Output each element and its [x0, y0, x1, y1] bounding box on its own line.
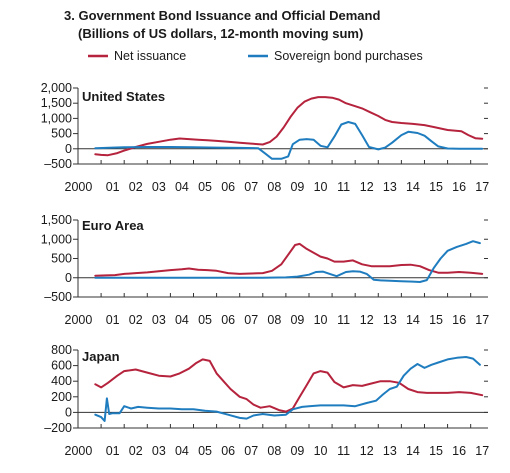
x-tick-label: 14: [406, 180, 420, 194]
legend-label-net-issuance: Net issuance: [114, 49, 186, 63]
x-tick-label: 16: [452, 444, 466, 458]
figure-subtitle: (Billions of US dollars, 12-month moving…: [78, 26, 363, 41]
legend-label-sovereign-bond-purchases: Sovereign bond purchases: [274, 49, 423, 63]
x-tick-label: 11: [337, 313, 350, 327]
x-tick-label: 2000: [65, 444, 93, 458]
y-tick-label: 0: [65, 271, 72, 285]
x-tick-label: 15: [429, 313, 443, 327]
figure-title: 3. Government Bond Issuance and Official…: [64, 8, 380, 23]
y-tick-label: 800: [51, 343, 72, 357]
y-tick-label: 1,000: [41, 232, 72, 246]
y-tick-label: 200: [51, 390, 72, 404]
x-tick-label: 15: [429, 444, 443, 458]
panel-title-japan: Japan: [82, 349, 120, 364]
panel-title-euro-area: Euro Area: [82, 218, 144, 233]
x-tick-label: 12: [360, 313, 374, 327]
y-tick-label: 1,500: [41, 213, 72, 227]
x-tick-label: 05: [198, 313, 212, 327]
y-tick-label: 500: [51, 127, 72, 141]
x-tick-label: 02: [129, 313, 143, 327]
x-tick-label: 12: [360, 180, 374, 194]
x-tick-label: 09: [290, 313, 304, 327]
legend: Net issuance Sovereign bond purchases: [88, 49, 423, 63]
y-tick-label: –200: [44, 421, 72, 435]
y-tick-label: 400: [51, 374, 72, 388]
y-tick-label: 500: [51, 252, 72, 266]
x-tick-label: 12: [360, 444, 374, 458]
x-tick-label: 04: [175, 180, 189, 194]
chart-panel-euro-area: 1,500 1,000 500 0 –500 2000 01 02 03 04 05 06 07 08 09…: [41, 213, 490, 327]
x-tick-label: 06: [221, 444, 235, 458]
x-tick-label: 03: [152, 180, 166, 194]
x-tick-label: 06: [221, 313, 235, 327]
y-tick-label: 2,000: [41, 81, 72, 95]
x-tick-label: 17: [475, 313, 489, 327]
x-tick-label: 07: [244, 180, 258, 194]
series-line-sovereign-bond-purchases: [94, 356, 481, 422]
y-tick-label: 600: [51, 359, 72, 373]
x-tick-label: 07: [244, 444, 258, 458]
series-line-net-issuance: [94, 96, 484, 157]
y-tick-label: 0: [65, 405, 72, 419]
series-line-net-issuance: [94, 358, 484, 413]
x-tick-label: 11: [337, 180, 350, 194]
x-tick-label: 04: [175, 444, 189, 458]
y-tick-label: 1,000: [41, 111, 72, 125]
x-tick-label: 01: [106, 180, 120, 194]
series-line-sovereign-bond-purchases: [94, 121, 484, 160]
x-tick-label: 06: [221, 180, 235, 194]
x-tick-label: 09: [290, 180, 304, 194]
y-tick-label: –500: [44, 157, 72, 171]
x-tick-label: 11: [337, 444, 350, 458]
series-line-sovereign-bond-purchases: [94, 240, 481, 283]
x-tick-label: 01: [106, 313, 120, 327]
x-tick-label: 10: [314, 313, 328, 327]
x-tick-label: 2000: [65, 313, 93, 327]
x-tick-label: 14: [406, 313, 420, 327]
x-tick-label: 10: [314, 444, 328, 458]
x-tick-label: 04: [175, 313, 189, 327]
x-tick-label: 2000: [65, 180, 93, 194]
x-tick-label: 17: [475, 180, 489, 194]
x-tick-label: 14: [406, 444, 420, 458]
x-tick-label: 16: [452, 313, 466, 327]
x-tick-label: 07: [244, 313, 258, 327]
x-tick-label: 08: [267, 180, 281, 194]
x-tick-label: 13: [383, 180, 397, 194]
x-tick-label: 02: [129, 444, 143, 458]
x-tick-label: 16: [452, 180, 466, 194]
y-tick-label: –500: [44, 290, 72, 304]
x-tick-label: 05: [198, 180, 212, 194]
y-tick-label: 0: [65, 142, 72, 156]
x-tick-label: 03: [152, 444, 166, 458]
x-tick-label: 15: [429, 180, 443, 194]
x-tick-label: 13: [383, 444, 397, 458]
x-tick-label: 10: [314, 180, 328, 194]
x-tick-label: 09: [290, 444, 304, 458]
x-tick-label: 08: [267, 444, 281, 458]
panel-title-united-states: United States: [82, 89, 165, 104]
x-tick-label: 13: [383, 313, 397, 327]
x-tick-label: 01: [106, 444, 120, 458]
x-tick-label: 08: [267, 313, 281, 327]
x-tick-label: 03: [152, 313, 166, 327]
y-tick-label: 1,500: [41, 96, 72, 110]
x-tick-label: 17: [475, 444, 489, 458]
x-tick-label: 02: [129, 180, 143, 194]
series-line-net-issuance: [94, 242, 484, 277]
x-tick-label: 05: [198, 444, 212, 458]
